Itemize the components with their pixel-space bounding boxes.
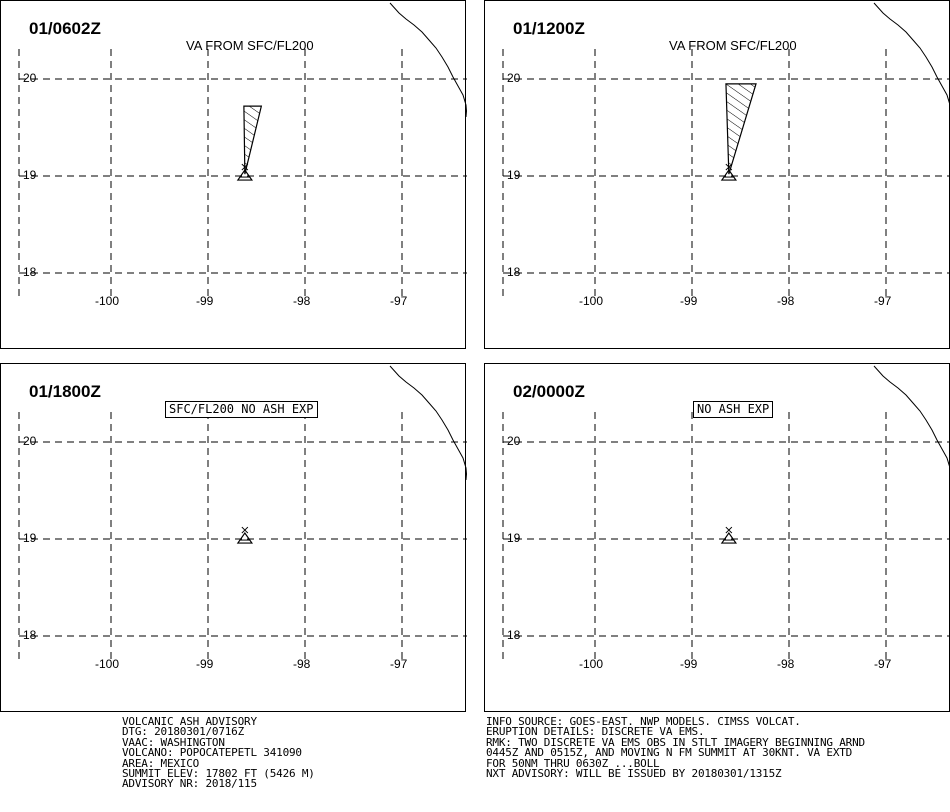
advisory-line: RMK: TWO DISCRETE VA EMS OBS IN STLT IMA… [486, 735, 865, 749]
lat-tick-label: 18 [507, 265, 521, 279]
advisory-line: NXT ADVISORY: WILL BE ISSUED BY 20180301… [486, 767, 782, 781]
coastline [389, 2, 467, 118]
lon-tick-label: -100 [95, 657, 120, 671]
advisory-line: AREA: MEXICO [122, 756, 200, 770]
lat-tick-label: 18 [23, 628, 37, 642]
advisory-line: VOLCANIC ASH ADVISORY [122, 715, 257, 728]
lon-tick-label: -97 [390, 657, 408, 671]
panel-time: 01/1800Z [29, 382, 101, 401]
lon-tick-label: -98 [777, 294, 795, 308]
ash-cloud-polygon [725, 83, 757, 175]
panel-time: 02/0000Z [513, 382, 585, 401]
lon-tick-label: -100 [95, 294, 120, 308]
lon-tick-label: -99 [196, 294, 214, 308]
lon-tick-label: -98 [777, 657, 795, 671]
coastline [389, 365, 467, 481]
coastline [873, 365, 950, 475]
panel-label-box: SFC/FL200 NO ASH EXP [165, 401, 318, 418]
panel-time: 01/0602Z [29, 19, 101, 38]
lat-tick-label: 18 [507, 628, 521, 642]
advisory-line: 0445Z AND 0515Z, AND MOVING N FM SUMMIT … [486, 746, 853, 760]
advisory-line: VOLCANO: POPOCATEPETL 341090 [122, 746, 302, 760]
advisory-info-left: VOLCANIC ASH ADVISORY DTG: 20180301/0716Z… [122, 715, 315, 791]
lat-tick-label: 18 [23, 265, 37, 279]
lon-tick-label: -97 [874, 657, 892, 671]
lon-tick-label: -99 [680, 294, 698, 308]
lon-tick-label: -97 [874, 294, 892, 308]
lon-tick-label: -100 [579, 294, 604, 308]
lat-tick-label: 19 [23, 531, 37, 545]
forecast-panel-1200z: 01/1200Z VA FROM SFC/FL200 20 19 18 -100 -99… [484, 0, 950, 349]
lon-tick-label: -98 [293, 294, 311, 308]
map-canvas [502, 2, 950, 301]
advisory-line: VAAC: WASHINGTON [122, 735, 225, 749]
lon-tick-label: -99 [680, 657, 698, 671]
lat-tick-label: 20 [507, 71, 521, 85]
advisory-line: ERUPTION DETAILS: DISCRETE VA EMS. [486, 725, 705, 739]
advisory-line: ADVISORY NR: 2018/115 [122, 777, 257, 791]
coastline [873, 2, 950, 112]
lat-tick-label: 20 [23, 71, 37, 85]
lat-tick-label: 19 [507, 168, 521, 182]
advisory-line: DTG: 20180301/0716Z [122, 725, 245, 739]
map-canvas [18, 365, 467, 664]
advisory-line: FOR 50NM THRU 0630Z ...BOLL [486, 756, 660, 770]
lat-tick-label: 19 [507, 531, 521, 545]
lat-tick-label: 20 [507, 434, 521, 448]
advisory-line: SUMMIT ELEV: 17802 FT (5426 M) [122, 767, 315, 781]
lon-tick-label: -98 [293, 657, 311, 671]
lon-tick-label: -97 [390, 294, 408, 308]
panel-label-box: NO ASH EXP [693, 401, 774, 418]
panel-label: VA FROM SFC/FL200 [186, 38, 314, 53]
lon-tick-label: -100 [579, 657, 604, 671]
map-canvas [18, 2, 467, 301]
forecast-panel-1800z: 01/1800Z SFC/FL200 NO ASH EXP 20 19 18 -100… [0, 363, 467, 712]
lat-tick-label: 20 [23, 434, 37, 448]
ash-cloud-polygon [243, 105, 263, 175]
advisory-line: INFO SOURCE: GOES-EAST. NWP MODELS. CIMS… [486, 715, 801, 728]
volcano-icon [720, 163, 738, 181]
lat-tick-label: 19 [23, 168, 37, 182]
lon-tick-label: -99 [196, 657, 214, 671]
volcano-icon [236, 163, 254, 181]
map-canvas [502, 365, 950, 664]
advisory-info-right: INFO SOURCE: GOES-EAST. NWP MODELS. CIMS… [486, 715, 865, 781]
forecast-panel-0000z: 02/0000Z NO ASH EXP 20 19 18 -100 -99 -98 -97 [484, 363, 950, 712]
volcano-icon [720, 526, 738, 544]
panel-time: 01/1200Z [513, 19, 585, 38]
panel-label: VA FROM SFC/FL200 [669, 38, 797, 53]
forecast-panel-0602z: 01/0602Z VA FROM SFC/FL200 20 19 18 -100 -99… [0, 0, 467, 349]
volcano-icon [236, 526, 254, 544]
